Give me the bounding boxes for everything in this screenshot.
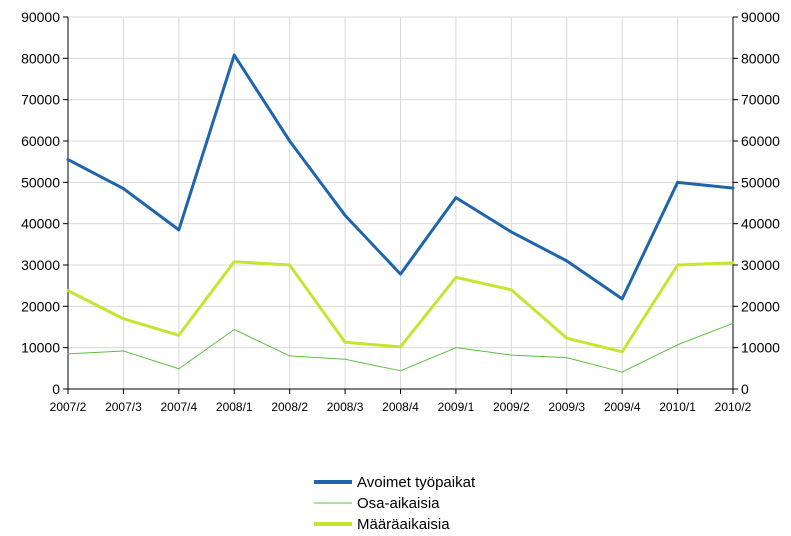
y-tick-label-right: 10000 — [741, 340, 780, 356]
legend: Avoimet työpaikat Osa-aikaisia Määräaikais… — [314, 474, 476, 533]
y-tick-label-left: 90000 — [21, 9, 60, 25]
series-lines — [66, 53, 735, 373]
legend-label-1: Osa-aikaisia — [357, 495, 440, 512]
y-tick-label-left: 60000 — [21, 133, 60, 149]
legend-label-0: Avoimet työpaikat — [357, 474, 476, 491]
y-tick-label-right: 90000 — [741, 9, 780, 25]
y-tick-label-left: 70000 — [21, 92, 60, 108]
axes: 0 0 10000 10000 20000 20000 30000 30000 40000 400… — [21, 9, 780, 414]
series-line-2 — [66, 260, 735, 354]
y-tick-label-left: 50000 — [21, 174, 60, 190]
y-tick-label-left: 0 — [52, 381, 60, 397]
legend-label-2: Määräaikaisia — [357, 516, 450, 533]
x-tick-label: 2007/3 — [105, 400, 142, 414]
series-line-0 — [66, 53, 735, 301]
y-tick-label-right: 30000 — [741, 257, 780, 273]
y-tick-label-right: 40000 — [741, 216, 780, 232]
x-tick-label: 2009/3 — [548, 400, 585, 414]
x-tick-label: 2010/1 — [659, 400, 696, 414]
x-tick-label: 2009/2 — [493, 400, 530, 414]
x-tick-label: 2009/1 — [438, 400, 475, 414]
x-tick-label: 2008/2 — [271, 400, 308, 414]
x-tick-label: 2008/1 — [216, 400, 253, 414]
y-tick-label-right: 70000 — [741, 92, 780, 108]
y-tick-label-left: 20000 — [21, 298, 60, 314]
y-tick-label-right: 20000 — [741, 298, 780, 314]
x-tick-label: 2010/2 — [715, 400, 752, 414]
y-tick-label-right: 0 — [741, 381, 749, 397]
x-tick-label: 2008/4 — [382, 400, 419, 414]
x-tick-label: 2007/2 — [50, 400, 87, 414]
y-tick-label-left: 30000 — [21, 257, 60, 273]
y-tick-label-right: 50000 — [741, 174, 780, 190]
series-line-1 — [67, 322, 734, 373]
x-tick-label: 2008/3 — [327, 400, 364, 414]
y-tick-label-left: 80000 — [21, 50, 60, 66]
gridlines — [68, 16, 733, 389]
y-tick-label-left: 10000 — [21, 340, 60, 356]
x-tick-label: 2009/4 — [604, 400, 641, 414]
x-tick-label: 2007/4 — [160, 400, 197, 414]
y-tick-label-right: 60000 — [741, 133, 780, 149]
y-tick-label-left: 40000 — [21, 216, 60, 232]
y-tick-label-right: 80000 — [741, 50, 780, 66]
